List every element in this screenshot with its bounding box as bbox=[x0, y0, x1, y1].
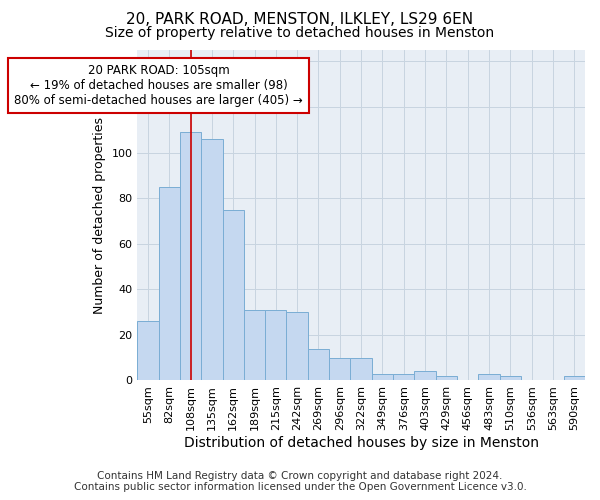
Bar bbox=[265, 310, 286, 380]
Bar bbox=[180, 132, 201, 380]
X-axis label: Distribution of detached houses by size in Menston: Distribution of detached houses by size … bbox=[184, 436, 539, 450]
Bar bbox=[350, 358, 372, 380]
Bar bbox=[158, 186, 180, 380]
Bar bbox=[478, 374, 500, 380]
Bar bbox=[500, 376, 521, 380]
Y-axis label: Number of detached properties: Number of detached properties bbox=[92, 116, 106, 314]
Text: 20 PARK ROAD: 105sqm
← 19% of detached houses are smaller (98)
80% of semi-detac: 20 PARK ROAD: 105sqm ← 19% of detached h… bbox=[14, 64, 303, 106]
Bar bbox=[137, 321, 158, 380]
Bar bbox=[329, 358, 350, 380]
Bar bbox=[393, 374, 415, 380]
Bar bbox=[244, 310, 265, 380]
Bar bbox=[436, 376, 457, 380]
Bar bbox=[308, 348, 329, 380]
Text: Contains HM Land Registry data © Crown copyright and database right 2024.
Contai: Contains HM Land Registry data © Crown c… bbox=[74, 471, 526, 492]
Bar bbox=[372, 374, 393, 380]
Bar bbox=[415, 372, 436, 380]
Bar bbox=[563, 376, 585, 380]
Bar bbox=[201, 139, 223, 380]
Bar bbox=[286, 312, 308, 380]
Text: 20, PARK ROAD, MENSTON, ILKLEY, LS29 6EN: 20, PARK ROAD, MENSTON, ILKLEY, LS29 6EN bbox=[127, 12, 473, 28]
Bar bbox=[223, 210, 244, 380]
Text: Size of property relative to detached houses in Menston: Size of property relative to detached ho… bbox=[106, 26, 494, 40]
